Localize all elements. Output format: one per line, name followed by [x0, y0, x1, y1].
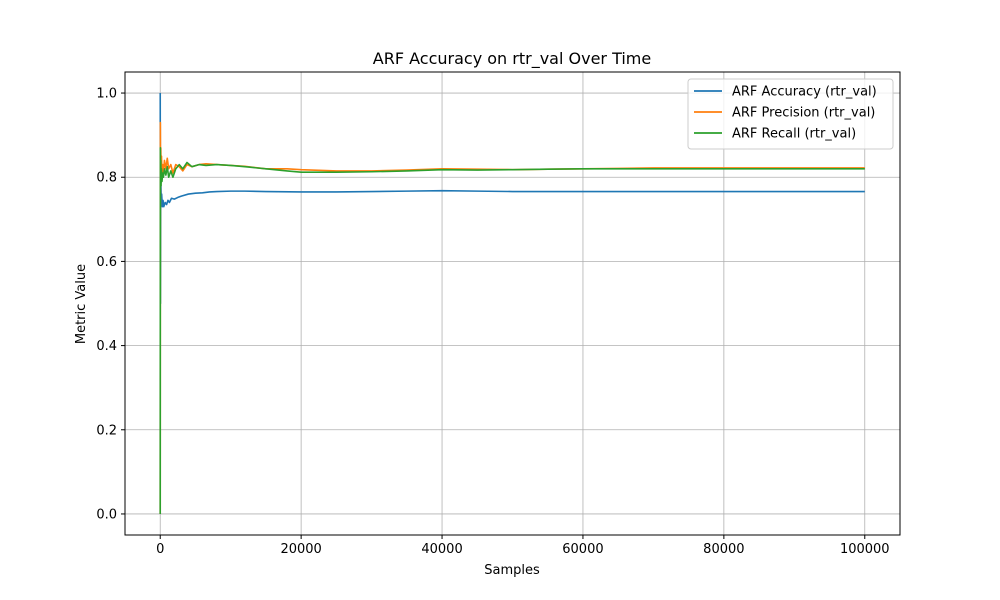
axis-ticks: 0 20000 40000 60000 80000 100000 0.0 0.2 0.4 0.6 0… [96, 87, 889, 557]
chart-title: ARF Accuracy on rtr_val Over Time [373, 49, 651, 69]
x-axis-title: Samples [484, 563, 540, 578]
x-tick-label: 100000 [840, 542, 890, 557]
y-tick-label: 1.0 [96, 87, 117, 102]
y-tick-label: 0.8 [96, 171, 117, 186]
y-tick-label: 0.0 [96, 507, 117, 522]
y-tick-label: 0.6 [96, 255, 117, 270]
legend: ARF Accuracy (rtr_val) ARF Precision (rtr… [687, 78, 894, 150]
legend-label: ARF Accuracy (rtr_val) [732, 85, 877, 100]
x-tick-label: 80000 [703, 542, 744, 557]
series-line-3 [159, 146, 865, 514]
legend-label: ARF Precision (rtr_val) [732, 106, 875, 121]
series-line-1 [159, 93, 865, 305]
grid-lines [125, 72, 900, 535]
y-tick-label: 0.4 [96, 339, 117, 354]
y-tick-label: 0.2 [96, 423, 117, 438]
x-tick-label: 0 [156, 542, 164, 557]
x-tick-label: 20000 [280, 542, 321, 557]
plot-frame [124, 71, 901, 536]
legend-box [687, 78, 894, 150]
x-tick-label: 60000 [562, 542, 603, 557]
y-axis-title: Metric Value [74, 264, 89, 344]
series-layer [159, 93, 865, 514]
x-tick-label: 40000 [421, 542, 462, 557]
legend-label: ARF Recall (rtr_val) [732, 127, 856, 142]
